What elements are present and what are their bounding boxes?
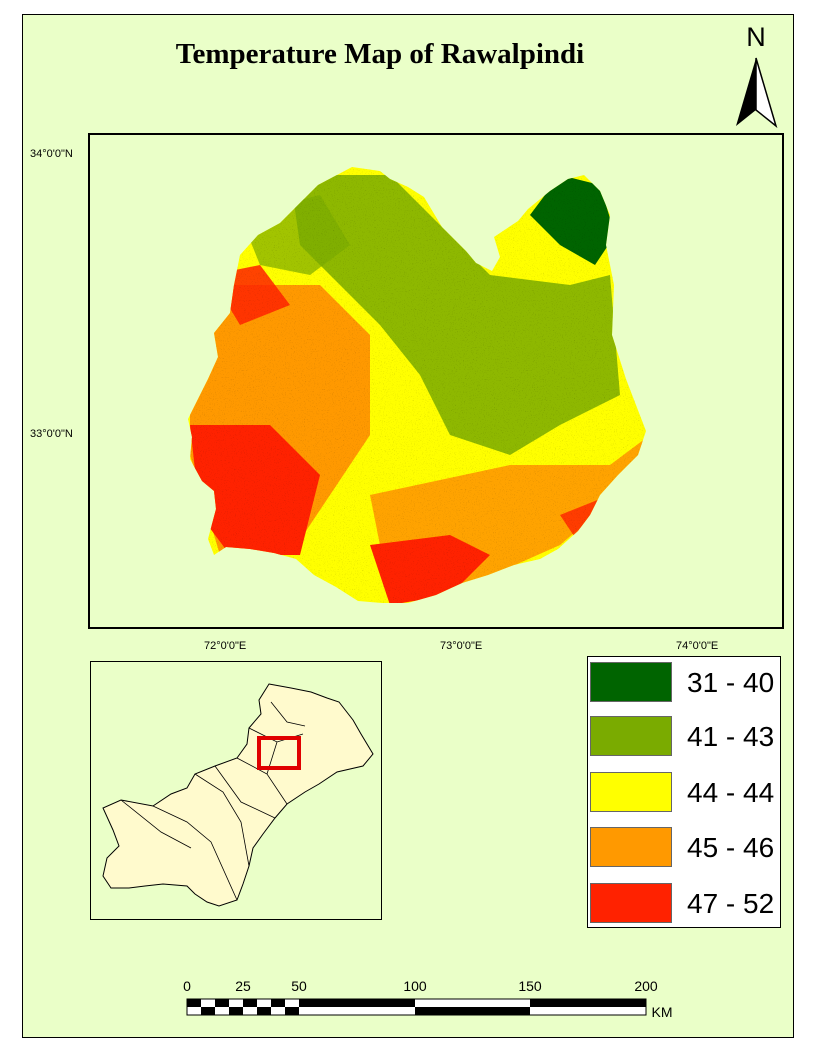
legend-label: 47 - 52 [687, 888, 775, 919]
longitude-label-73e: 73°0'0"E [440, 640, 483, 652]
scale-tick-100: 100 [403, 978, 427, 994]
inset-locator-map[interactable] [90, 661, 382, 920]
main-map-frame[interactable] [88, 133, 784, 629]
inset-study-area-highlight [257, 736, 301, 770]
legend-item-41-43: 41 - 43 [590, 716, 778, 758]
scale-bar: 0 25 50 100 150 200 KM [180, 978, 680, 1020]
latitude-label-34n: 34°0'0"N [30, 148, 73, 160]
north-arrow-icon [736, 57, 778, 129]
longitude-label-74e: 74°0'0"E [676, 640, 719, 652]
scale-tick-150: 150 [518, 978, 542, 994]
legend-item-31-40: 31 - 40 [590, 662, 778, 704]
legend-swatch [590, 827, 672, 867]
legend-label: 45 - 46 [687, 832, 775, 863]
scale-bar-graphic [186, 998, 647, 1016]
latitude-label-33n: 33°0'0"N [30, 428, 73, 440]
legend-item-44-44: 44 - 44 [590, 772, 778, 814]
scale-tick-200: 200 [634, 978, 658, 994]
legend-label: 31 - 40 [687, 667, 775, 698]
map-title: Temperature Map of Rawalpindi [175, 38, 585, 70]
legend-label: 41 - 43 [687, 721, 775, 752]
scale-unit: KM [651, 1004, 673, 1020]
legend-swatch [590, 772, 672, 812]
legend-label: 44 - 44 [687, 777, 775, 808]
pakistan-outline-map [102, 683, 374, 907]
longitude-label-72e: 72°0'0"E [204, 640, 247, 652]
legend-item-45-46: 45 - 46 [590, 827, 778, 869]
scale-tick-25: 25 [235, 978, 251, 994]
north-arrow: N [732, 22, 780, 130]
scale-tick-50: 50 [291, 978, 307, 994]
legend-swatch [590, 883, 672, 923]
north-label: N [746, 22, 766, 52]
temperature-raster-map [188, 167, 646, 603]
legend-swatch [590, 662, 672, 702]
temperature-legend: 31 - 40 41 - 43 44 - 44 45 - 46 47 - 52 [587, 656, 781, 928]
legend-swatch [590, 716, 672, 756]
scale-tick-0: 0 [183, 978, 191, 994]
legend-item-47-52: 47 - 52 [590, 883, 778, 925]
